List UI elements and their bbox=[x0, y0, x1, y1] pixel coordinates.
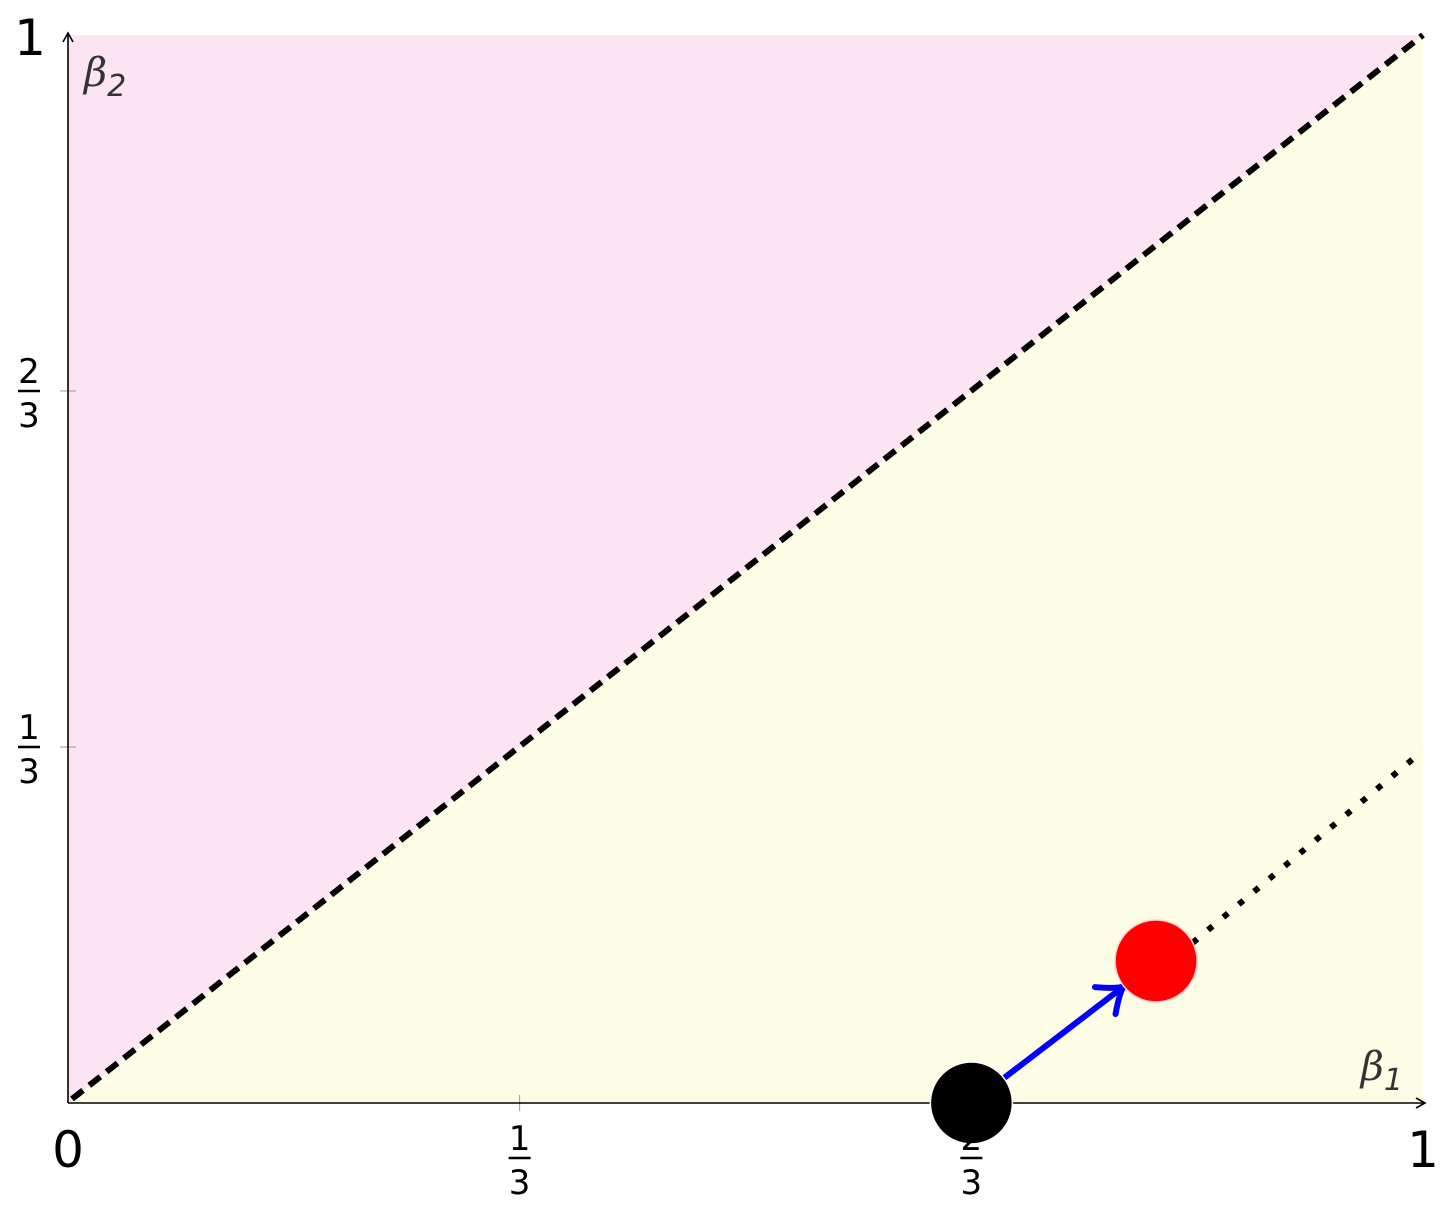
y-tick-fraction-denominator: 3 bbox=[18, 396, 40, 436]
x-tick-fraction: 13 bbox=[508, 1119, 531, 1203]
y-tick-fraction-numerator: 1 bbox=[18, 708, 40, 748]
end-point bbox=[1114, 919, 1198, 1003]
x-tick-fraction-numerator: 1 bbox=[509, 1119, 531, 1159]
y-tick-fraction: 23 bbox=[18, 352, 40, 436]
x-tick-fraction-denominator: 3 bbox=[509, 1163, 531, 1203]
x-tick-fraction-denominator: 3 bbox=[961, 1163, 983, 1203]
x-tick-label: 0 bbox=[52, 1121, 84, 1179]
y-tick-fraction-denominator: 3 bbox=[18, 752, 40, 792]
start-point bbox=[929, 1061, 1014, 1145]
y-tick-fraction-numerator: 2 bbox=[18, 352, 40, 392]
y-tick-label: 1 bbox=[14, 9, 46, 67]
x-tick-fraction-numerator: 2 bbox=[961, 1119, 983, 1159]
x-tick-label: 1 bbox=[1407, 1121, 1439, 1179]
y-tick-fraction: 13 bbox=[18, 708, 40, 792]
y-axis-label: β2 bbox=[82, 50, 126, 104]
x-axis-label: β1 bbox=[1359, 1044, 1403, 1098]
dashed-boundary-line bbox=[70, 32, 1425, 1102]
x-tick-fraction: 23 bbox=[960, 1119, 983, 1203]
